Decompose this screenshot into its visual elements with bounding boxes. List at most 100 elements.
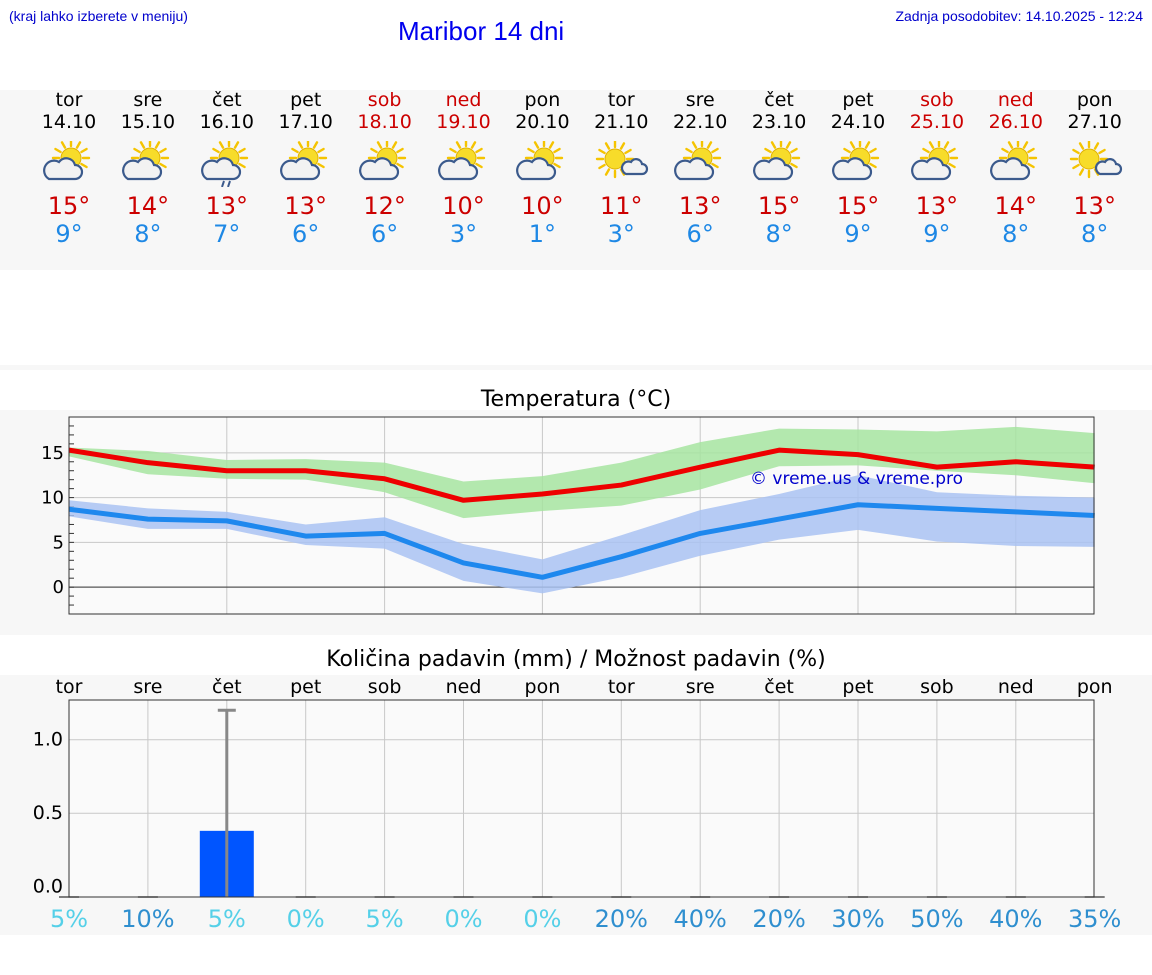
day-name: pet <box>290 89 322 111</box>
day-date: 22.10 <box>672 111 728 133</box>
day-date: 17.10 <box>278 111 333 133</box>
sun-cloud-icon <box>437 141 485 181</box>
day-column: tor 14.10 15° 9° <box>29 89 109 248</box>
sun-small-cloud-icon <box>596 141 649 179</box>
min-temperature: 8° <box>134 220 162 248</box>
max-temperature: 10° <box>442 192 485 220</box>
max-temperature: 14° <box>994 192 1038 220</box>
day-date: 23.10 <box>751 111 807 133</box>
precipitation-probability: 40% <box>674 905 727 933</box>
precipitation-probability: 5% <box>208 905 246 933</box>
precipitation-chart-title: Količina padavin (mm) / Možnost padavin … <box>326 647 826 672</box>
x-category-label: pon <box>525 676 561 698</box>
min-temperature: 9° <box>844 220 872 248</box>
day-name: pon <box>524 89 561 111</box>
range-band <box>69 426 1095 519</box>
location-menu-hint: (kraj lahko izberete v meniju) <box>9 8 188 24</box>
sun-cloud-icon <box>674 141 722 181</box>
min-temperature: 8° <box>765 220 793 248</box>
day-column: pet 24.10 15° 9° <box>818 89 898 248</box>
temperature-chart-title: Temperatura (°C) <box>480 387 672 412</box>
y-tick-label: 0 <box>53 577 64 598</box>
max-temperature: 14° <box>126 192 170 220</box>
precipitation-probability: 40% <box>989 905 1042 933</box>
day-name: sre <box>685 89 715 111</box>
day-date: 19.10 <box>436 111 491 133</box>
y-tick-label: 0.0 <box>33 876 63 898</box>
day-column: pon 27.10 13° 8° <box>1055 89 1135 248</box>
max-temperature: 13° <box>1073 192 1116 220</box>
x-category-label: ned <box>446 676 482 698</box>
min-temperature: 7° <box>213 220 241 248</box>
sun-cloud-rain-icon <box>200 141 248 187</box>
day-column: čet 23.10 15° 8° <box>739 89 819 248</box>
max-temperature: 13° <box>915 192 959 220</box>
day-name: čet <box>764 89 794 111</box>
y-tick-label: 5 <box>53 532 64 553</box>
day-name: pon <box>1076 89 1113 111</box>
temperature-line <box>68 447 1095 503</box>
sun-cloud-icon <box>989 141 1037 181</box>
max-temperature: 13° <box>678 192 722 220</box>
day-name: ned <box>997 89 1034 111</box>
day-name: sob <box>920 89 954 111</box>
day-name: sob <box>367 89 402 111</box>
day-column: tor 21.10 11° 3° <box>581 89 661 248</box>
day-date: 15.10 <box>120 111 176 133</box>
plot-frame <box>68 416 1095 615</box>
precipitation-probability: 30% <box>831 905 884 933</box>
precipitation-probability: 0% <box>444 905 482 933</box>
x-category-label: pet <box>290 676 321 698</box>
min-temperature: 6° <box>370 220 399 248</box>
day-column: sob 18.10 12° 6° <box>345 89 425 248</box>
precipitation-probability: 0% <box>287 905 325 933</box>
day-name: tor <box>55 89 83 111</box>
page-title: Maribor 14 dni <box>398 16 565 46</box>
precipitation-probability: 0% <box>523 905 561 933</box>
day-date: 20.10 <box>515 111 570 133</box>
min-temperature: 6° <box>686 220 714 248</box>
min-temperature: 1° <box>528 220 557 248</box>
day-column: pon 20.10 10° 1° <box>502 89 582 248</box>
day-date: 14.10 <box>41 111 97 133</box>
x-category-label: sob <box>920 676 954 698</box>
x-category-label: sre <box>133 676 162 698</box>
min-temperature: 3° <box>607 220 635 248</box>
plot-frame <box>68 699 1095 898</box>
x-category-label: ned <box>998 676 1034 698</box>
precipitation-probability: 5% <box>50 905 88 933</box>
day-date: 26.10 <box>988 111 1043 133</box>
sun-cloud-icon <box>516 141 564 181</box>
sun-cloud-icon <box>121 141 170 181</box>
max-temperature: 13° <box>205 192 249 220</box>
sun-cloud-icon <box>910 141 959 181</box>
day-date: 27.10 <box>1067 111 1122 133</box>
sun-small-cloud-icon <box>1069 141 1122 179</box>
y-tick-label: 0.5 <box>33 802 63 824</box>
y-tick-label: 10 <box>41 488 64 509</box>
precipitation-probability: 10% <box>121 905 174 933</box>
x-category-label: tor <box>608 676 635 698</box>
precipitation-probability: 20% <box>752 905 805 933</box>
min-temperature: 3° <box>449 220 478 248</box>
day-date: 25.10 <box>909 111 965 133</box>
day-name: ned <box>445 89 482 111</box>
day-date: 16.10 <box>199 111 254 133</box>
x-category-label: čet <box>764 676 794 698</box>
watermark: © vreme.us & vreme.pro <box>750 469 963 489</box>
max-temperature: 15° <box>836 192 880 220</box>
day-column: sre 22.10 13° 6° <box>660 89 740 248</box>
max-temperature: 10° <box>521 192 564 220</box>
precipitation-probability: 5% <box>366 905 404 933</box>
day-column: pet 17.10 13° 6° <box>266 89 346 248</box>
day-date: 24.10 <box>830 111 886 133</box>
min-temperature: 6° <box>292 220 320 248</box>
min-temperature: 8° <box>1002 220 1030 248</box>
x-category-label: tor <box>56 676 83 698</box>
x-category-label: čet <box>212 676 242 698</box>
sun-cloud-icon <box>358 141 406 181</box>
x-category-label: sre <box>686 676 715 698</box>
x-category-label: pon <box>1077 676 1113 698</box>
